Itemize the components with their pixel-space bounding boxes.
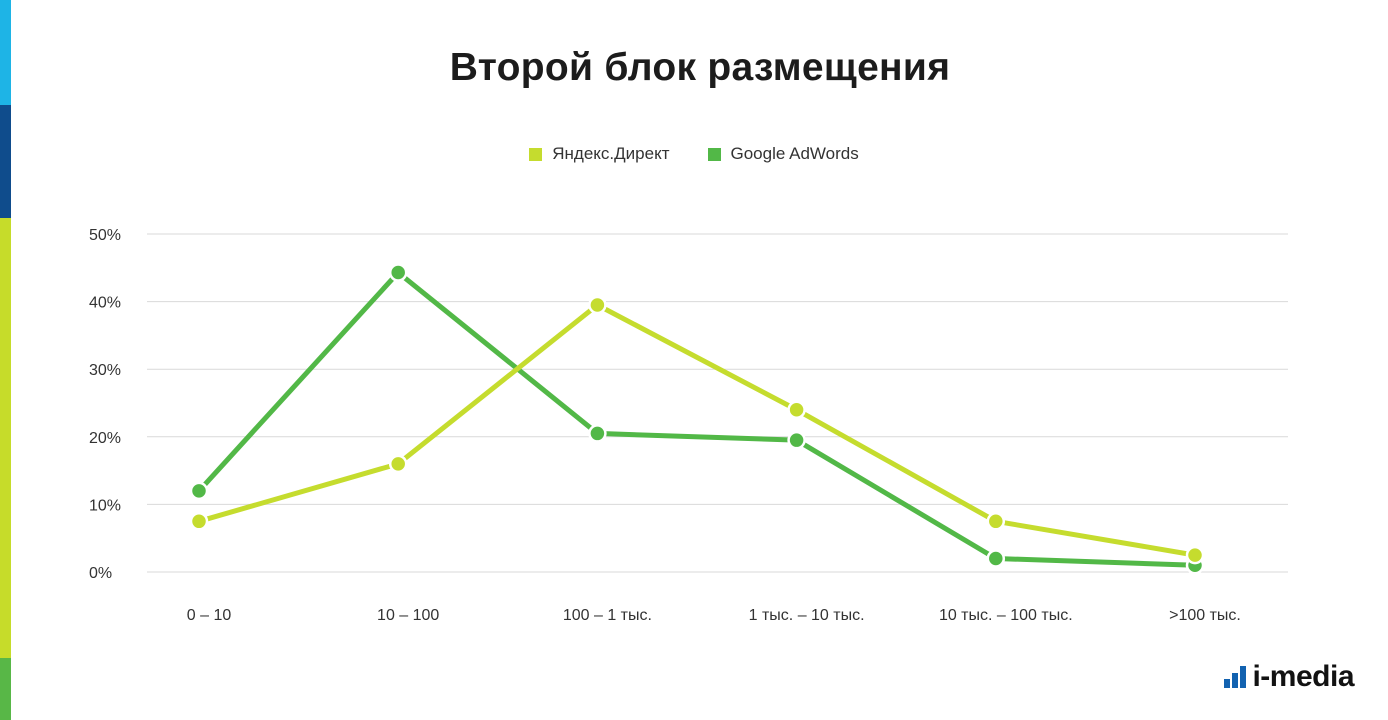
legend-item-yandex: Яндекс.Директ <box>529 144 670 164</box>
legend-label-google: Google AdWords <box>730 144 859 163</box>
data-point-google <box>787 430 806 450</box>
y-tick-label: 30% <box>89 362 121 379</box>
series-line-google <box>196 270 1198 568</box>
x-tick-label: 0 – 10 <box>187 607 232 624</box>
data-point-yandex <box>588 295 607 315</box>
data-point-yandex <box>986 512 1006 531</box>
x-tick-label: 10 – 100 <box>377 607 439 624</box>
data-point-yandex <box>189 512 209 531</box>
legend-swatch-yandex <box>529 147 543 161</box>
legend-swatch-google <box>707 147 721 161</box>
x-tick-label: >100 тыс. <box>1169 607 1241 624</box>
y-tick-label: 20% <box>89 430 121 447</box>
series-line-yandex <box>196 302 1198 558</box>
accent-bar-cyan <box>0 0 11 105</box>
data-point-google <box>986 549 1006 568</box>
y-tick-label: 40% <box>89 295 121 312</box>
chart-title: Второй блок размещения <box>449 46 951 89</box>
data-point-yandex <box>1185 545 1205 565</box>
legend-item-google: Google AdWords <box>707 144 859 164</box>
x-tick-label: 1 тыс. – 10 тыс. <box>749 607 865 624</box>
data-point-google <box>189 481 209 501</box>
x-tick-label: 10 тыс. – 100 тыс. <box>939 607 1073 624</box>
data-point-google <box>588 424 607 443</box>
data-point-yandex <box>787 400 806 420</box>
x-tick-label: 100 – 1 тыс. <box>563 607 652 624</box>
legend: Яндекс.Директ Google AdWords <box>0 144 1388 164</box>
logo: i-media <box>1224 660 1354 694</box>
accent-bar-lime <box>0 218 11 658</box>
y-tick-label: 50% <box>89 227 121 244</box>
y-tick-label: 0% <box>89 565 112 582</box>
data-point-google <box>388 263 408 282</box>
data-point-yandex <box>388 454 408 474</box>
y-tick-label: 10% <box>89 497 121 514</box>
accent-bar-blue <box>0 105 11 218</box>
logo-text: i-media <box>1252 660 1354 693</box>
accent-bar-green <box>0 658 11 720</box>
legend-label-yandex: Яндекс.Директ <box>552 144 670 163</box>
bar-steps-icon <box>1224 666 1247 688</box>
